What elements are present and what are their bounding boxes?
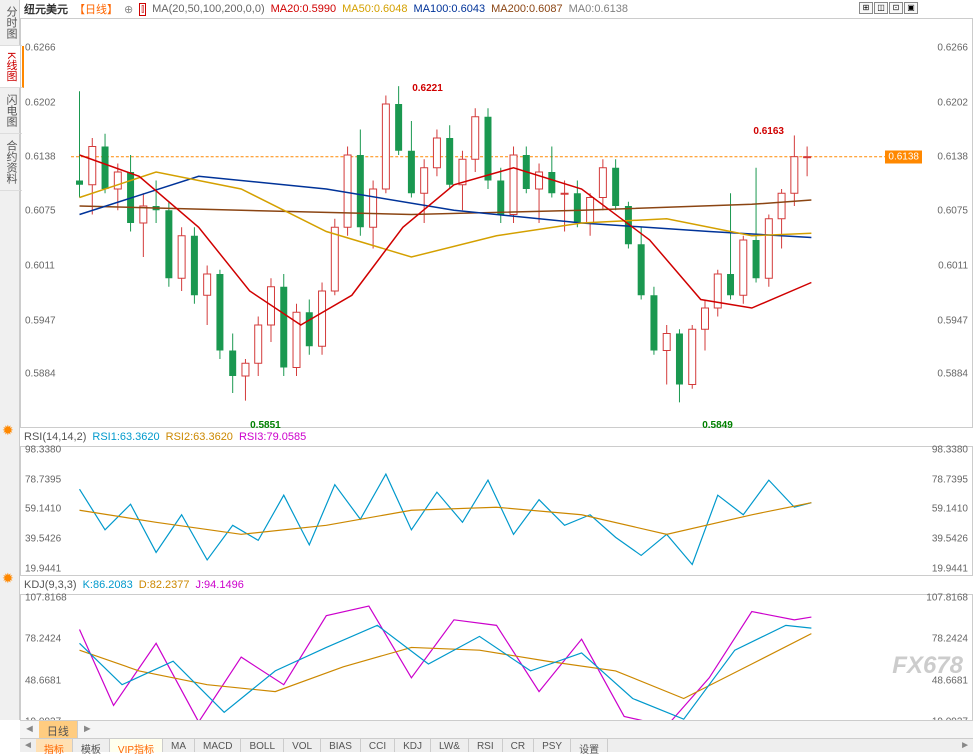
indicator-tab-CCI[interactable]: CCI xyxy=(361,739,395,752)
tab-contract-info[interactable]: 合约资料 xyxy=(0,134,22,191)
window-icon-1[interactable]: ⊞ xyxy=(859,2,873,14)
indicator-tab-MA[interactable]: MA xyxy=(163,739,195,752)
rsi-y-axis-right: 98.338078.739559.141039.542619.9441 xyxy=(922,447,972,575)
main-area: 纽元美元 【日线】 ⊕ ⫿ MA(20,50,100,200,0,0) MA20… xyxy=(20,0,973,720)
indicator-marker-icon[interactable]: ✹ xyxy=(2,570,16,584)
timeframe-right-arrow[interactable]: ► xyxy=(78,721,97,738)
kdj-chart[interactable]: 107.816878.242448.668119.0937 107.816878… xyxy=(20,594,973,734)
left-sidebar: 分时图 K线图 闪电图 合约资料 xyxy=(0,0,20,720)
kdj-plot[interactable] xyxy=(71,595,922,733)
indicator-marker-icon[interactable]: ✹ xyxy=(2,422,16,436)
instrument-name: 纽元美元 xyxy=(24,1,68,17)
window-icon-4[interactable]: ▣ xyxy=(904,2,918,14)
indicator-left-arrow[interactable]: ◄ xyxy=(20,739,36,752)
indicator-tab-模板[interactable]: 模板 xyxy=(73,739,110,752)
rsi-y-axis-left: 98.338078.739559.141039.542619.9441 xyxy=(21,447,71,575)
indicator-tab-BOLL[interactable]: BOLL xyxy=(241,739,284,752)
window-icon-2[interactable]: ◫ xyxy=(874,2,888,14)
indicator-tab-LW&[interactable]: LW& xyxy=(431,739,469,752)
indicator-right-arrow[interactable]: ► xyxy=(957,739,973,752)
ma-params: MA(20,50,100,200,0,0) xyxy=(152,3,265,15)
indicator-tab-MACD[interactable]: MACD xyxy=(195,739,241,752)
window-icon-3[interactable]: ⊡ xyxy=(889,2,903,14)
rsi-label: RSI(14,14,2) xyxy=(24,431,86,443)
timeframe-left-arrow[interactable]: ◄ xyxy=(20,721,39,738)
ma100-value: MA100:0.6043 xyxy=(414,3,486,15)
price-y-axis-right: 0.62660.62020.61380.60750.60110.59470.58… xyxy=(922,19,972,427)
price-chart-header: 纽元美元 【日线】 ⊕ ⫿ MA(20,50,100,200,0,0) MA20… xyxy=(20,0,973,18)
rsi-chart[interactable]: 98.338078.739559.141039.542619.9441 98.3… xyxy=(20,446,973,576)
indicator-tab-CR[interactable]: CR xyxy=(503,739,534,752)
rsi1-value: RSI1:63.3620 xyxy=(92,431,159,443)
tab-lightning[interactable]: 闪电图 xyxy=(0,88,22,134)
indicator-bar: ◄指标模板VIP指标MAMACDBOLLVOLBIASCCIKDJLW&RSIC… xyxy=(20,738,973,752)
top-icon-bar: ⊞ ◫ ⊡ ▣ xyxy=(859,2,918,14)
price-annotation: 0.6163 xyxy=(753,126,784,137)
ma0-value: MA0:0.6138 xyxy=(569,3,628,15)
indicator-tab-PSY[interactable]: PSY xyxy=(534,739,571,752)
indicator-tab-BIAS[interactable]: BIAS xyxy=(321,739,361,752)
rsi2-value: RSI2:63.3620 xyxy=(166,431,233,443)
current-price-label: 0.6138 xyxy=(885,151,922,164)
kdj-y-axis-left: 107.816878.242448.668119.0937 xyxy=(21,595,71,733)
kdj-header: ✹ KDJ(9,3,3) K:86.2083 D:82.2377 J:94.14… xyxy=(20,576,973,594)
tab-timeshare[interactable]: 分时图 xyxy=(0,0,22,46)
indicator-tab-VOL[interactable]: VOL xyxy=(284,739,321,752)
rsi3-value: RSI3:79.0585 xyxy=(239,431,306,443)
indicator-tab-设置[interactable]: 设置 xyxy=(571,739,608,752)
indicator-tab-KDJ[interactable]: KDJ xyxy=(395,739,431,752)
price-annotation: 0.6221 xyxy=(412,83,443,94)
chart-type-icon[interactable]: ⫿ xyxy=(139,3,146,16)
indicator-tab-VIP指标[interactable]: VIP指标 xyxy=(110,739,163,752)
watermark: FX678 xyxy=(892,652,963,680)
timeframe-daily[interactable]: 日线 xyxy=(39,721,78,738)
kdj-d-value: D:82.2377 xyxy=(139,579,190,591)
kdj-j-value: J:94.1496 xyxy=(196,579,244,591)
ma50-value: MA50:0.6048 xyxy=(342,3,407,15)
price-plot[interactable]: 0.6138 0.62210.61630.58490.5851 xyxy=(71,19,922,427)
kdj-k-value: K:86.2083 xyxy=(83,579,133,591)
indicator-tab-RSI[interactable]: RSI xyxy=(469,739,503,752)
kdj-label: KDJ(9,3,3) xyxy=(24,579,77,591)
price-y-axis-left: 0.62660.62020.61380.60750.60110.59470.58… xyxy=(21,19,71,427)
ma20-value: MA20:0.5990 xyxy=(271,3,336,15)
link-icon[interactable]: ⊕ xyxy=(124,3,133,16)
price-chart[interactable]: 0.62660.62020.61380.60750.60110.59470.58… xyxy=(20,18,973,428)
rsi-plot[interactable] xyxy=(71,447,922,575)
indicator-tab-指标[interactable]: 指标 xyxy=(36,739,73,752)
period-label: 【日线】 xyxy=(74,1,118,17)
ma200-value: MA200:0.6087 xyxy=(491,3,563,15)
rsi-header: ✹ RSI(14,14,2) RSI1:63.3620 RSI2:63.3620… xyxy=(20,428,973,446)
timeframe-bar: ◄ 日线 ► xyxy=(20,720,973,738)
